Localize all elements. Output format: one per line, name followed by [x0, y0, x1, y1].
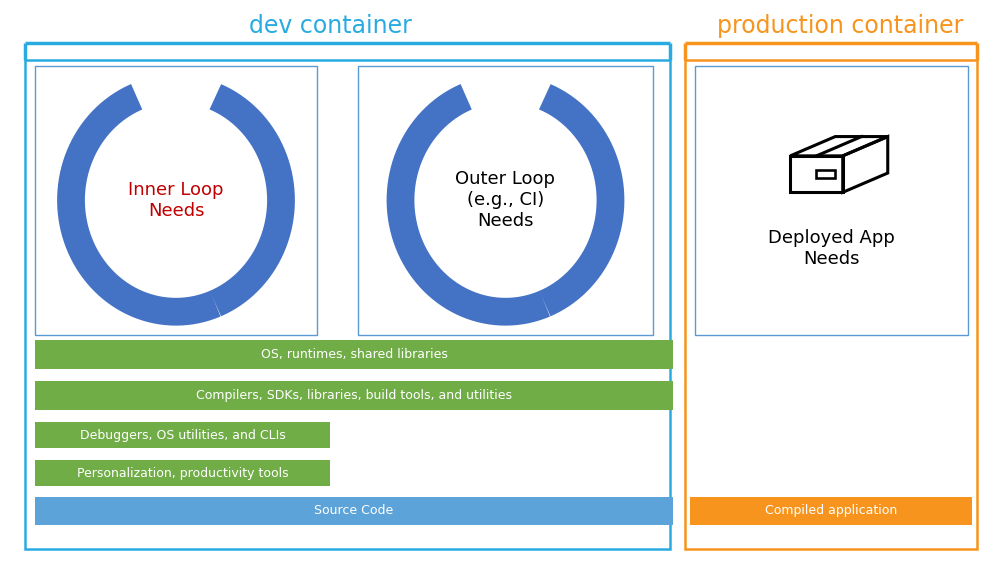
Text: Compiled application: Compiled application	[765, 505, 897, 517]
Bar	[816, 170, 835, 178]
FancyBboxPatch shape	[35, 66, 317, 335]
FancyBboxPatch shape	[690, 497, 972, 525]
Text: Inner Loop
Needs: Inner Loop Needs	[128, 181, 224, 220]
Text: Compilers, SDKs, libraries, build tools, and utilities: Compilers, SDKs, libraries, build tools,…	[196, 389, 512, 402]
FancyBboxPatch shape	[35, 460, 330, 486]
Text: OS, runtimes, shared libraries: OS, runtimes, shared libraries	[261, 348, 447, 361]
Text: Outer Loop
(e.g., CI)
Needs: Outer Loop (e.g., CI) Needs	[455, 170, 556, 230]
FancyBboxPatch shape	[35, 497, 673, 525]
FancyBboxPatch shape	[35, 381, 673, 410]
Text: Deployed App
Needs: Deployed App Needs	[768, 229, 895, 268]
Text: Source Code: Source Code	[314, 505, 394, 517]
FancyBboxPatch shape	[35, 422, 330, 448]
Text: Debuggers, OS utilities, and CLIs: Debuggers, OS utilities, and CLIs	[80, 429, 285, 442]
Text: Personalization, productivity tools: Personalization, productivity tools	[77, 467, 288, 479]
FancyBboxPatch shape	[695, 66, 968, 335]
FancyBboxPatch shape	[358, 66, 653, 335]
Text: production container: production container	[717, 14, 963, 38]
FancyBboxPatch shape	[35, 340, 673, 369]
Text: dev container: dev container	[249, 14, 411, 38]
